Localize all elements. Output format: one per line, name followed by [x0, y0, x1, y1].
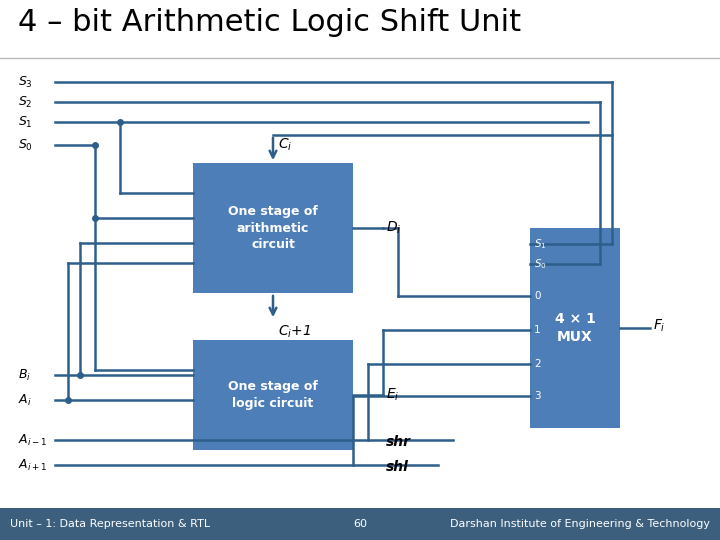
Text: $S_2$: $S_2$ — [18, 94, 32, 110]
Text: $C_i$: $C_i$ — [278, 137, 292, 153]
Text: $S_0$: $S_0$ — [534, 257, 546, 271]
Text: $F_i$: $F_i$ — [653, 318, 665, 334]
Text: $S_0$: $S_0$ — [18, 138, 33, 152]
Text: $S_1$: $S_1$ — [534, 237, 546, 251]
Text: $S_1$: $S_1$ — [18, 114, 32, 130]
Text: $E_i$: $E_i$ — [386, 387, 400, 403]
Text: shr: shr — [386, 435, 411, 449]
Text: 1: 1 — [534, 325, 541, 335]
Bar — [0, 508, 720, 540]
Text: $A_{i-1}$: $A_{i-1}$ — [18, 433, 47, 448]
Text: 60: 60 — [353, 519, 367, 529]
Text: 4 – bit Arithmetic Logic Shift Unit: 4 – bit Arithmetic Logic Shift Unit — [18, 8, 521, 37]
Text: 0: 0 — [534, 291, 541, 301]
Bar — [530, 228, 620, 428]
Text: 2: 2 — [534, 359, 541, 369]
Text: Unit – 1: Data Representation & RTL: Unit – 1: Data Representation & RTL — [10, 519, 210, 529]
Text: $A_i$: $A_i$ — [18, 393, 32, 408]
Text: One stage of
logic circuit: One stage of logic circuit — [228, 380, 318, 410]
Text: One stage of
arithmetic
circuit: One stage of arithmetic circuit — [228, 205, 318, 252]
Text: Darshan Institute of Engineering & Technology: Darshan Institute of Engineering & Techn… — [450, 519, 710, 529]
Text: 4 × 1
MUX: 4 × 1 MUX — [554, 312, 595, 344]
Text: $C_i$+1: $C_i$+1 — [278, 324, 311, 340]
Text: shl: shl — [386, 460, 409, 474]
Bar — [193, 163, 353, 293]
Text: 3: 3 — [534, 391, 541, 401]
Text: $B_i$: $B_i$ — [18, 367, 31, 382]
Bar — [193, 340, 353, 450]
Text: $D_i$: $D_i$ — [386, 220, 401, 237]
Text: $A_{i+1}$: $A_{i+1}$ — [18, 457, 47, 472]
Text: $S_3$: $S_3$ — [18, 75, 33, 90]
